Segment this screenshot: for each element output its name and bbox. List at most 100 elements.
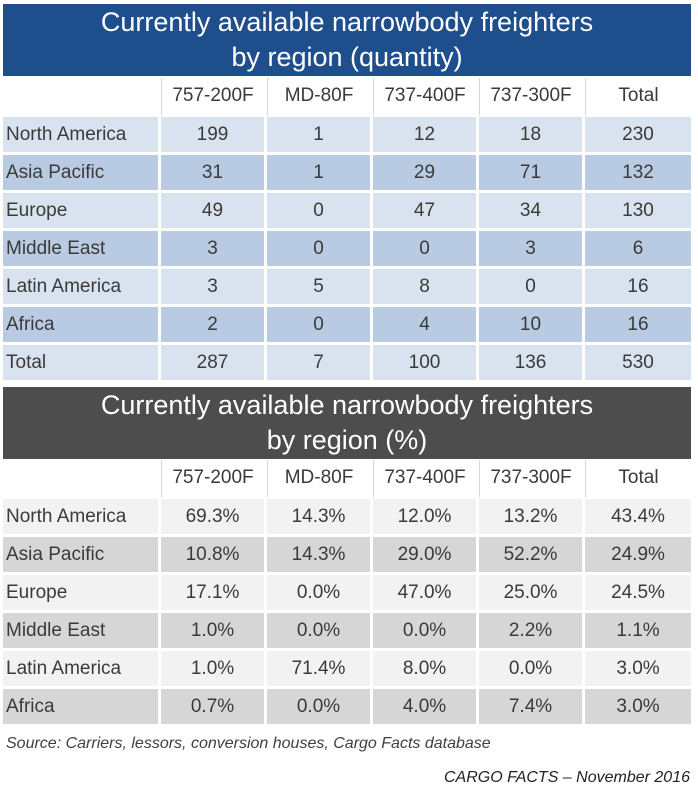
value-cell: 7 xyxy=(267,345,373,383)
value-cell: 69.3% xyxy=(161,499,267,537)
header-blank-cell xyxy=(3,460,161,499)
column-header: Total xyxy=(585,78,691,117)
region-label: Middle East xyxy=(3,613,161,651)
value-cell: 71 xyxy=(479,155,585,193)
value-cell: 24.5% xyxy=(585,575,691,613)
value-cell: 3.0% xyxy=(585,651,691,689)
value-cell: 3 xyxy=(161,231,267,269)
value-cell: 7.4% xyxy=(479,689,585,727)
percent-table-title: Currently available narrowbody freighter… xyxy=(3,387,691,459)
table-row: Middle East 1.0% 0.0% 0.0% 2.2% 1.1% xyxy=(3,613,691,651)
region-label: Asia Pacific xyxy=(3,155,161,193)
value-cell: 3 xyxy=(161,269,267,307)
percent-table: 757-200F MD-80F 737-400F 737-300F Total … xyxy=(3,460,691,727)
quantity-header-row: 757-200F MD-80F 737-400F 737-300F Total xyxy=(3,78,691,117)
column-header: MD-80F xyxy=(267,460,373,499)
table-row: North America 199 1 12 18 230 xyxy=(3,117,691,155)
value-cell: 25.0% xyxy=(479,575,585,613)
value-cell: 12.0% xyxy=(373,499,479,537)
header-blank-cell xyxy=(3,78,161,117)
table-row: Total 287 7 100 136 530 xyxy=(3,345,691,383)
value-cell: 130 xyxy=(585,193,691,231)
value-cell: 8 xyxy=(373,269,479,307)
value-cell: 47.0% xyxy=(373,575,479,613)
value-cell: 0.0% xyxy=(267,613,373,651)
source-note: Source: Carriers, lessors, conversion ho… xyxy=(6,735,491,752)
value-cell: 0 xyxy=(267,231,373,269)
value-cell: 3.0% xyxy=(585,689,691,727)
value-cell: 16 xyxy=(585,307,691,345)
region-label: Latin America xyxy=(3,269,161,307)
column-header: Total xyxy=(585,460,691,499)
column-header: 757-200F xyxy=(161,78,267,117)
publisher-credit: CARGO FACTS – November 2016 xyxy=(443,769,690,786)
value-cell: 49 xyxy=(161,193,267,231)
value-cell: 16 xyxy=(585,269,691,307)
value-cell: 0.0% xyxy=(267,689,373,727)
value-cell: 0.0% xyxy=(479,651,585,689)
value-cell: 17.1% xyxy=(161,575,267,613)
table-row: North America 69.3% 14.3% 12.0% 13.2% 43.4% xyxy=(3,499,691,537)
value-cell: 34 xyxy=(479,193,585,231)
value-cell: 530 xyxy=(585,345,691,383)
value-cell: 10 xyxy=(479,307,585,345)
percent-title-line2: by region (%) xyxy=(266,425,428,455)
value-cell: 230 xyxy=(585,117,691,155)
percent-header-row: 757-200F MD-80F 737-400F 737-300F Total xyxy=(3,460,691,499)
value-cell: 0 xyxy=(373,231,479,269)
table-row: Asia Pacific 10.8% 14.3% 29.0% 52.2% 24.9% xyxy=(3,537,691,575)
table-row: Europe 17.1% 0.0% 47.0% 25.0% 24.5% xyxy=(3,575,691,613)
value-cell: 24.9% xyxy=(585,537,691,575)
table-row: Africa 0.7% 0.0% 4.0% 7.4% 3.0% xyxy=(3,689,691,727)
value-cell: 0.0% xyxy=(267,575,373,613)
value-cell: 132 xyxy=(585,155,691,193)
value-cell: 2 xyxy=(161,307,267,345)
value-cell: 71.4% xyxy=(267,651,373,689)
value-cell: 14.3% xyxy=(267,499,373,537)
value-cell: 31 xyxy=(161,155,267,193)
region-label: Middle East xyxy=(3,231,161,269)
region-label: Africa xyxy=(3,689,161,727)
value-cell: 0 xyxy=(267,193,373,231)
column-header: 737-400F xyxy=(373,78,479,117)
percent-title-line1: Currently available narrowbody freighter… xyxy=(100,390,594,420)
value-cell: 47 xyxy=(373,193,479,231)
table-row: Asia Pacific 31 1 29 71 132 xyxy=(3,155,691,193)
value-cell: 52.2% xyxy=(479,537,585,575)
table-row: Latin America 3 5 8 0 16 xyxy=(3,269,691,307)
value-cell: 14.3% xyxy=(267,537,373,575)
value-cell: 2.2% xyxy=(479,613,585,651)
value-cell: 136 xyxy=(479,345,585,383)
table-row: Africa 2 0 4 10 16 xyxy=(3,307,691,345)
value-cell: 43.4% xyxy=(585,499,691,537)
value-cell: 1 xyxy=(267,117,373,155)
value-cell: 0 xyxy=(479,269,585,307)
region-label: Europe xyxy=(3,193,161,231)
value-cell: 287 xyxy=(161,345,267,383)
value-cell: 3 xyxy=(479,231,585,269)
value-cell: 0.0% xyxy=(373,613,479,651)
value-cell: 5 xyxy=(267,269,373,307)
value-cell: 4 xyxy=(373,307,479,345)
column-header: 737-400F xyxy=(373,460,479,499)
value-cell: 12 xyxy=(373,117,479,155)
table-row: Middle East 3 0 0 3 6 xyxy=(3,231,691,269)
value-cell: 18 xyxy=(479,117,585,155)
value-cell: 13.2% xyxy=(479,499,585,537)
table-row: Latin America 1.0% 71.4% 8.0% 0.0% 3.0% xyxy=(3,651,691,689)
column-header: 737-300F xyxy=(479,460,585,499)
region-label: North America xyxy=(3,117,161,155)
value-cell: 10.8% xyxy=(161,537,267,575)
value-cell: 29.0% xyxy=(373,537,479,575)
region-label: North America xyxy=(3,499,161,537)
value-cell: 100 xyxy=(373,345,479,383)
quantity-table: 757-200F MD-80F 737-400F 737-300F Total … xyxy=(3,78,691,383)
value-cell: 0.7% xyxy=(161,689,267,727)
quantity-title-line1: Currently available narrowbody freighter… xyxy=(100,7,594,37)
region-label: Latin America xyxy=(3,651,161,689)
region-label: Total xyxy=(3,345,161,383)
value-cell: 1 xyxy=(267,155,373,193)
value-cell: 1.0% xyxy=(161,613,267,651)
value-cell: 199 xyxy=(161,117,267,155)
value-cell: 4.0% xyxy=(373,689,479,727)
